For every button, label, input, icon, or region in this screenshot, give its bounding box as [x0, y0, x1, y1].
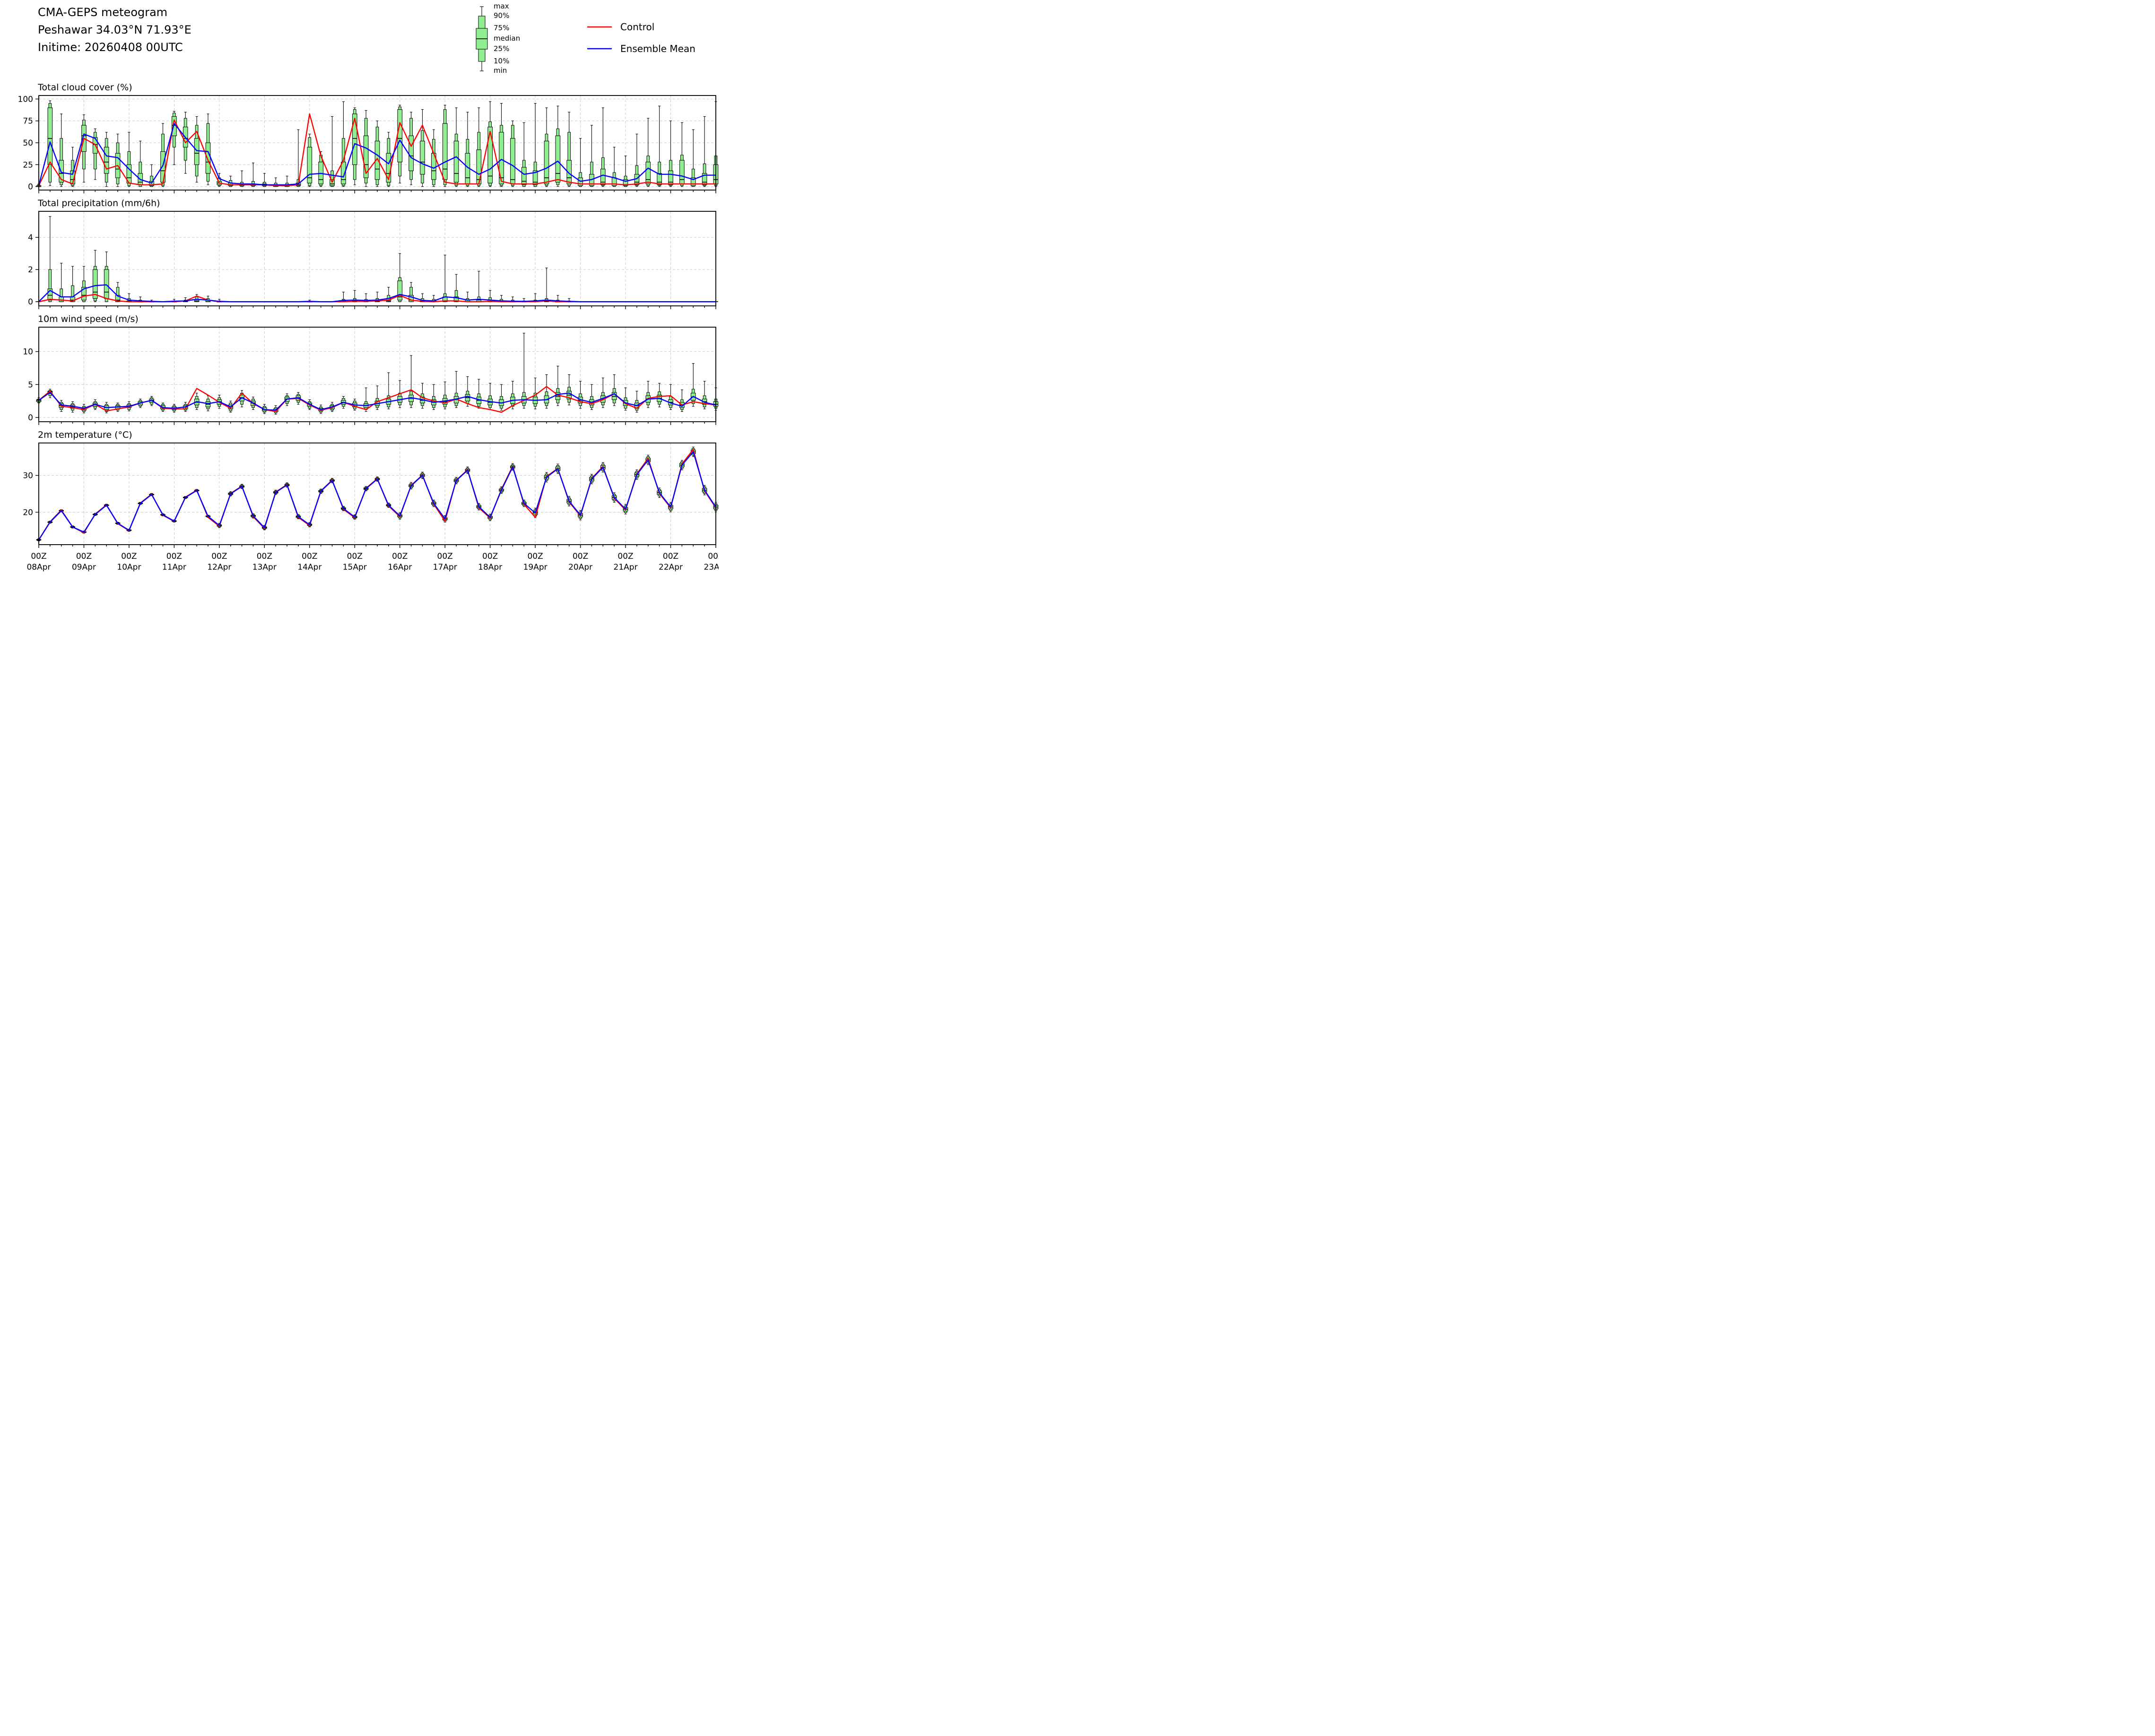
svg-text:00Z: 00Z [573, 552, 588, 561]
panels: Total cloud cover (%) 0 25 50 75 100 Total p… [0, 79, 719, 573]
panel-title-temp: 2m temperature (°C) [38, 430, 132, 440]
svg-text:13Apr: 13Apr [252, 563, 277, 572]
boxkey-label-10: 10% [494, 57, 510, 65]
boxplot-key-diagram [476, 6, 488, 71]
svg-text:00Z: 00Z [482, 552, 498, 561]
legend-ensemble-mean: Ensemble Mean [586, 38, 695, 60]
svg-text:00Z: 00Z [617, 552, 633, 561]
legend-control: Control [586, 16, 695, 38]
svg-text:2: 2 [28, 265, 33, 275]
svg-text:23Apr: 23Apr [704, 563, 719, 572]
svg-text:10: 10 [23, 347, 33, 357]
svg-text:22Apr: 22Apr [659, 563, 683, 572]
panel-precipitation: Total precipitation (mm/6h) 0 2 4 [0, 198, 719, 312]
svg-text:10Apr: 10Apr [117, 563, 141, 572]
svg-text:08Apr: 08Apr [26, 563, 51, 572]
svg-text:20Apr: 20Apr [568, 563, 592, 572]
svg-text:0: 0 [28, 413, 33, 423]
svg-text:30: 30 [23, 471, 33, 481]
svg-text:00Z: 00Z [121, 552, 137, 561]
svg-text:00Z: 00Z [31, 552, 46, 561]
control-line-swatch [587, 26, 612, 28]
svg-text:0: 0 [28, 182, 33, 192]
chart-title: CMA-GEPS meteogram [38, 6, 168, 19]
svg-text:00Z: 00Z [663, 552, 678, 561]
chart-location: Peshawar 34.03°N 71.93°E [38, 23, 191, 36]
svg-text:12Apr: 12Apr [207, 563, 231, 572]
panel-title-precip: Total precipitation (mm/6h) [38, 198, 160, 208]
cloud-cover-chart: 0 25 50 75 100 [18, 95, 719, 193]
line-legend: Control Ensemble Mean [586, 16, 695, 60]
panel-title-wind: 10m wind speed (m/s) [38, 314, 139, 324]
legend-ensemble-label: Ensemble Mean [620, 43, 695, 54]
svg-text:50: 50 [23, 139, 33, 148]
svg-text:20: 20 [23, 508, 33, 517]
header: CMA-GEPS meteogram Peshawar 34.03°N 71.9… [0, 0, 719, 79]
chart-initime: Initime: 20260408 00UTC [38, 41, 183, 54]
panel-temperature: 2m temperature (°C) 20 30 00Z 08Apr 00Z 09Apr… [0, 430, 719, 573]
panel-title-cloud: Total cloud cover (%) [38, 82, 132, 93]
panel-wind-speed: 10m wind speed (m/s) 0 5 10 [0, 314, 719, 428]
temperature-chart: 20 30 00Z 08Apr 00Z 09Apr 00Z 10Apr 00Z 11Apr 00Z 1… [23, 443, 719, 572]
svg-text:4: 4 [28, 233, 33, 243]
svg-text:17Apr: 17Apr [433, 563, 457, 572]
svg-text:18Apr: 18Apr [478, 563, 502, 572]
svg-text:00Z: 00Z [257, 552, 272, 561]
svg-text:00Z: 00Z [347, 552, 363, 561]
ensemble-mean-line-swatch [587, 48, 612, 50]
svg-text:00Z: 00Z [527, 552, 543, 561]
meteogram-page: CMA-GEPS meteogram Peshawar 34.03°N 71.9… [0, 0, 719, 573]
svg-text:16Apr: 16Apr [388, 563, 412, 572]
panel-cloud-cover: Total cloud cover (%) 0 25 50 75 100 [0, 82, 719, 196]
legend-control-label: Control [620, 21, 655, 33]
svg-text:00Z: 00Z [392, 552, 408, 561]
boxkey-label-90: 90% [494, 11, 510, 20]
header-titles: CMA-GEPS meteogram Peshawar 34.03°N 71.9… [38, 4, 191, 56]
svg-text:11Apr: 11Apr [162, 563, 186, 572]
svg-text:25: 25 [23, 160, 33, 170]
svg-text:00Z: 00Z [76, 552, 92, 561]
svg-text:00Z: 00Z [211, 552, 227, 561]
svg-text:21Apr: 21Apr [614, 563, 638, 572]
svg-text:00Z: 00Z [437, 552, 453, 561]
svg-text:19Apr: 19Apr [523, 563, 547, 572]
svg-text:75: 75 [23, 117, 33, 126]
svg-text:09Apr: 09Apr [72, 563, 96, 572]
svg-text:00Z: 00Z [302, 552, 317, 561]
svg-text:14Apr: 14Apr [297, 563, 322, 572]
svg-text:5: 5 [28, 380, 33, 390]
boxkey-label-75: 75% [494, 24, 510, 32]
svg-text:100: 100 [18, 95, 33, 104]
svg-text:15Apr: 15Apr [343, 563, 367, 572]
svg-text:0: 0 [28, 297, 33, 307]
boxkey-label-25: 25% [494, 44, 510, 53]
boxkey-label-max: max [494, 2, 509, 10]
wind-speed-chart: 0 5 10 [23, 327, 719, 425]
svg-text:00Z: 00Z [708, 552, 719, 561]
boxkey-label-min: min [494, 66, 507, 75]
precipitation-chart: 0 2 4 [28, 211, 718, 309]
svg-text:00Z: 00Z [166, 552, 182, 561]
boxkey-label-median: median [494, 34, 521, 43]
